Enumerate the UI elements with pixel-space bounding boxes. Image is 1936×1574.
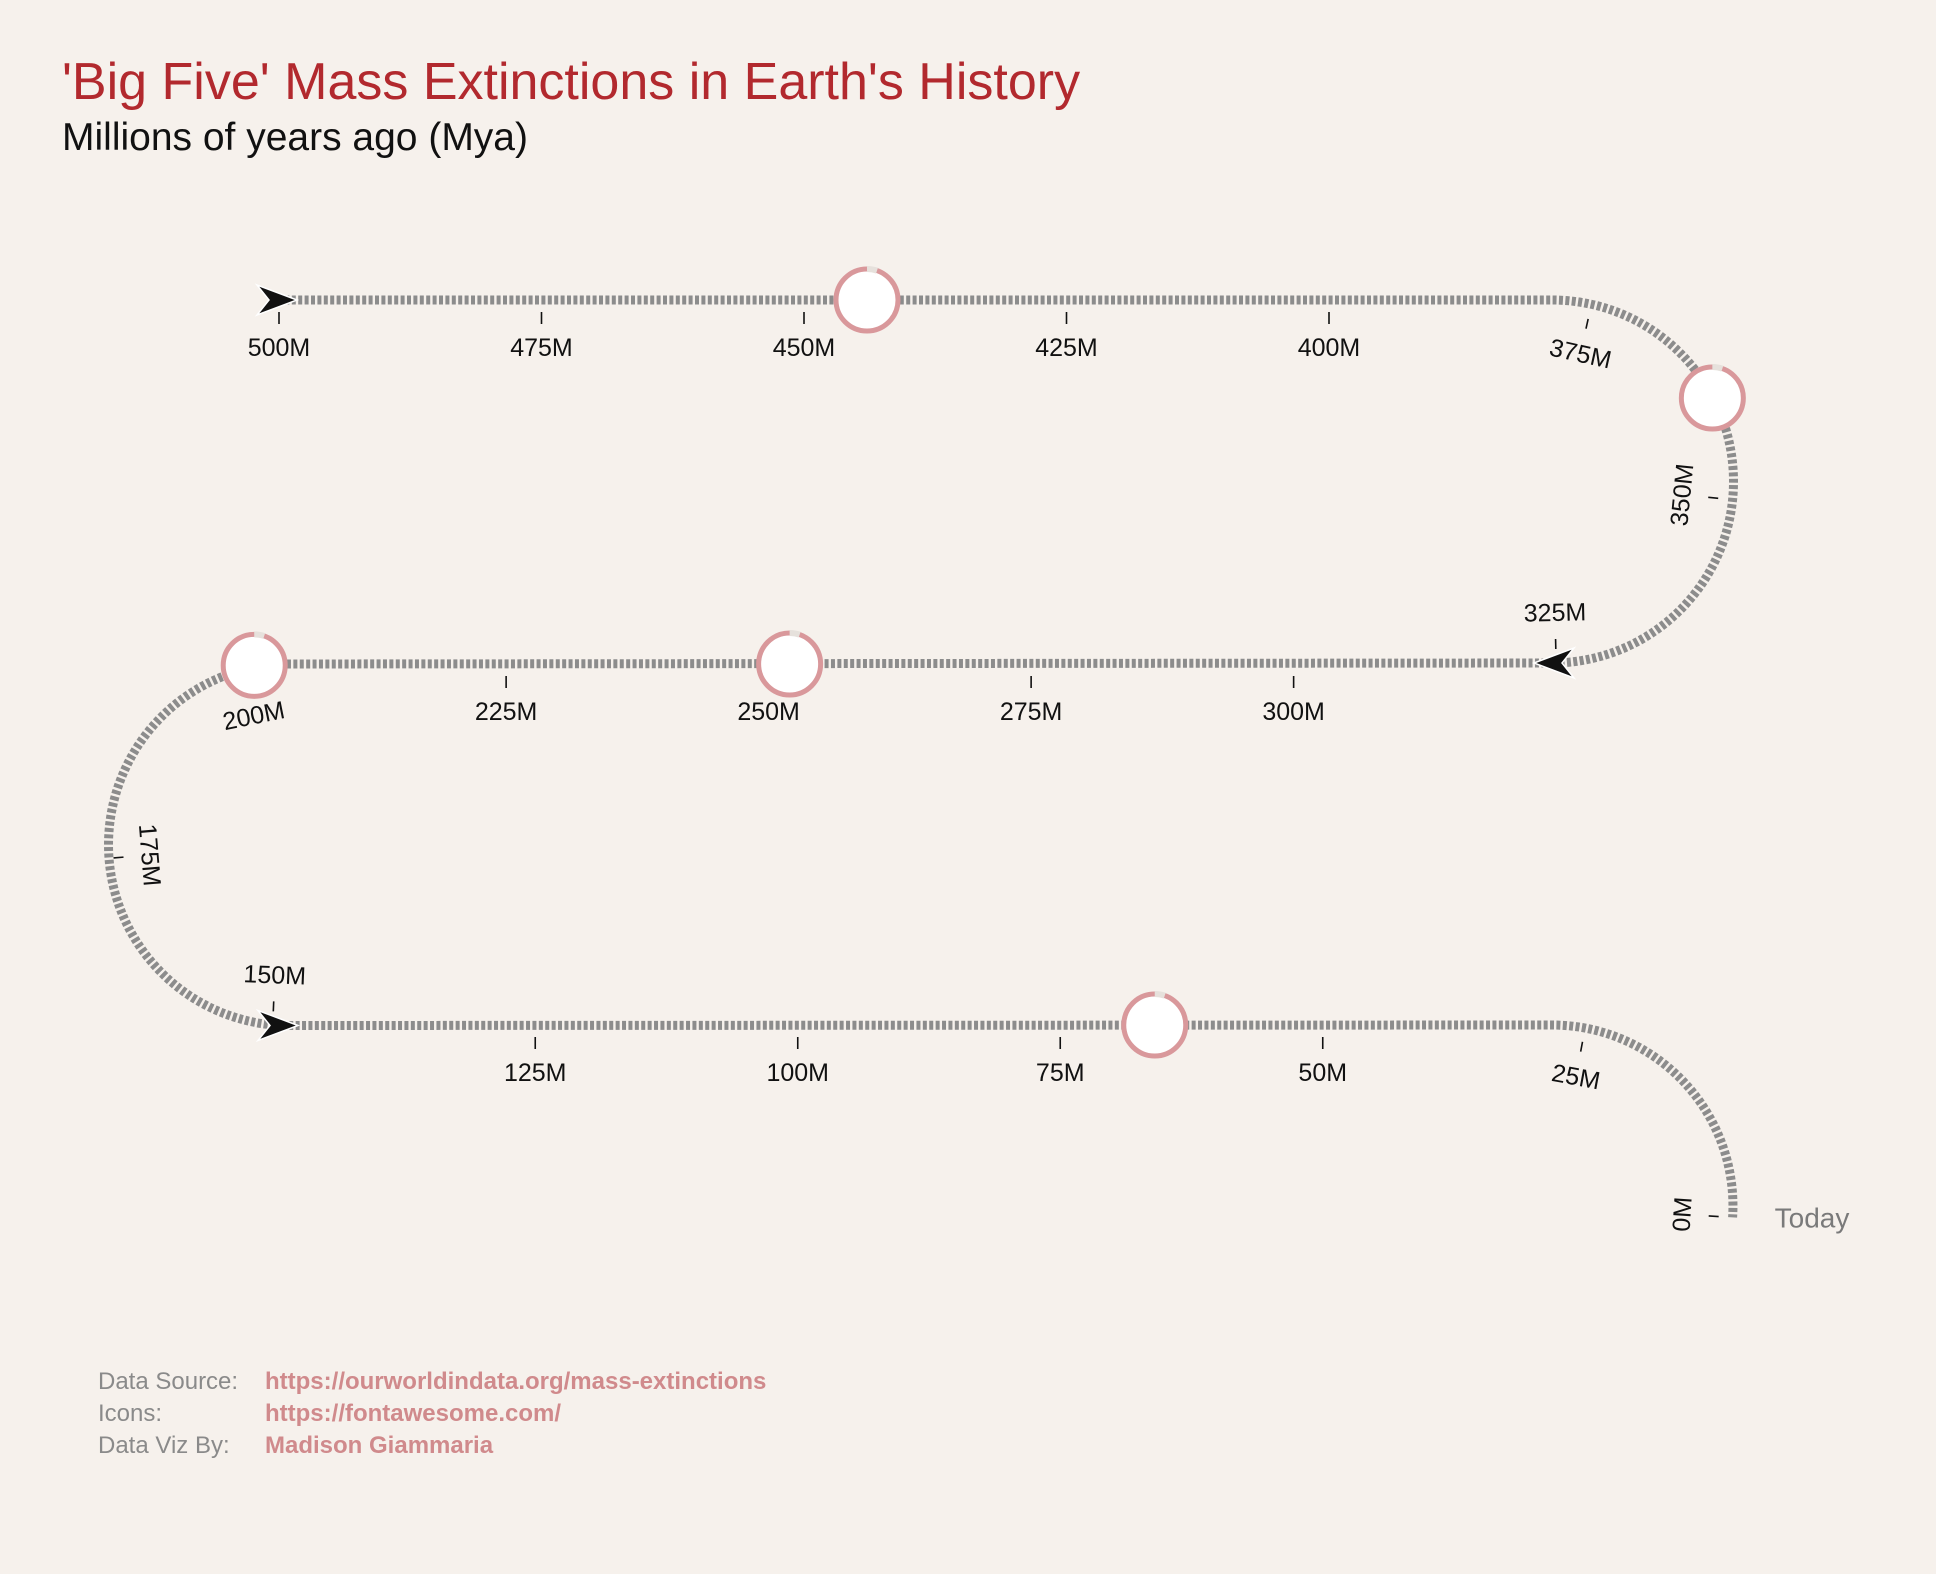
direction-arrow-icon [254,283,300,317]
extinction-marker [1121,990,1189,1059]
tick-350M: 350M [1665,462,1719,527]
tick-label: 250M [737,698,800,726]
tick-label: 400M [1298,334,1361,362]
chart-subtitle: Millions of years ago (Mya) [62,116,528,159]
tick-25M: 25M [1549,1041,1602,1095]
timeline-arrows [254,283,1577,1043]
tick-label: 150M [243,960,307,990]
extinction-ring-gap [1154,990,1166,999]
tick-label: 375M [1547,334,1614,375]
credit-key: Icons: [98,1400,163,1427]
timeline-ticks: 500M 475M 450M 425M 400M 375M 350M 325M 300M 275M… [113,312,1719,1232]
tick-label: 175M [133,823,166,888]
tick-325M: 325M [1523,598,1587,649]
extinction-ring-gap [789,629,801,638]
credit-key: Data Source: [98,1368,239,1395]
extinction-ring [1121,991,1189,1059]
tick-150M: 150M [243,960,307,1012]
credit-row-icons: Icons: https://fontawesome.com/ [98,1398,766,1430]
extinction-ring-gap [254,631,266,639]
data-source-link[interactable]: https://ourworldindata.org/mass-extincti… [265,1368,767,1395]
extinction-marker [220,631,288,699]
tick-275M: 275M [1000,676,1063,726]
tick-75M: 75M [1036,1037,1085,1087]
credit-row-source: Data Source: https://ourworldindata.org/… [98,1366,766,1398]
extinction-ring [833,266,901,334]
tick-label: 125M [504,1059,567,1087]
tick-label: 275M [1000,698,1063,726]
extinction-ring-gap [1712,364,1724,372]
tick-400M: 400M [1298,312,1361,362]
tick-175M: 175M [113,823,166,888]
tick-225M: 225M [475,676,538,726]
tick-50M: 50M [1298,1037,1347,1087]
tick-0M: 0M [1668,1196,1719,1232]
tick-label: 0M [1668,1196,1698,1232]
tick-125M: 125M [504,1037,567,1087]
icons-link[interactable]: https://fontawesome.com/ [265,1400,562,1427]
credits: Data Source: https://ourworldindata.org/… [98,1366,766,1462]
timeline-track [104,295,1738,1218]
tick-450M: 450M [773,312,836,362]
tick-100M: 100M [766,1037,829,1087]
tick-375M: 375M [1547,318,1614,375]
tick-475M: 475M [510,312,573,362]
extinction-ring [756,630,824,698]
extinction-marker [833,265,901,334]
credit-key: Data Viz By: [98,1432,230,1459]
tick-mark [113,856,124,859]
credit-row-author: Data Viz By: Madison Giammaria [98,1430,766,1462]
extinction-ring [1678,364,1746,432]
tick-label: 225M [475,698,538,726]
tick-label: 500M [248,334,311,362]
tick-mark [1708,1215,1719,1218]
tick-label: 425M [1035,334,1098,362]
tick-mark [1708,496,1719,500]
tick-500M: 500M [248,312,311,362]
tick-mark [1579,1041,1584,1052]
direction-arrow-icon [255,1008,301,1043]
tick-label: 50M [1298,1059,1347,1087]
tick-mark [1585,318,1589,329]
extinction-markers [220,265,1746,1059]
extinction-ring [220,631,288,699]
tick-300M: 300M [1262,676,1325,726]
extinction-ring-gap [866,265,878,274]
tick-label: 200M [220,696,287,736]
chart-title: 'Big Five' Mass Extinctions in Earth's H… [62,53,1081,111]
timeline-path [104,295,1738,1218]
tick-label: 325M [1523,598,1586,627]
tick-label: 75M [1036,1059,1085,1087]
extinction-marker [756,629,824,698]
direction-arrow-icon [1531,646,1577,680]
tick-label: 450M [773,334,836,362]
tick-label: 475M [510,334,573,362]
tick-425M: 425M [1035,312,1098,362]
today-label: Today [1775,1202,1850,1233]
tick-label: 25M [1549,1059,1602,1095]
extinction-marker [1678,364,1746,432]
tick-label: 100M [766,1059,829,1087]
tick-label: 350M [1665,462,1699,527]
tick-label: 300M [1262,698,1325,726]
author-credit: Madison Giammaria [265,1432,494,1459]
